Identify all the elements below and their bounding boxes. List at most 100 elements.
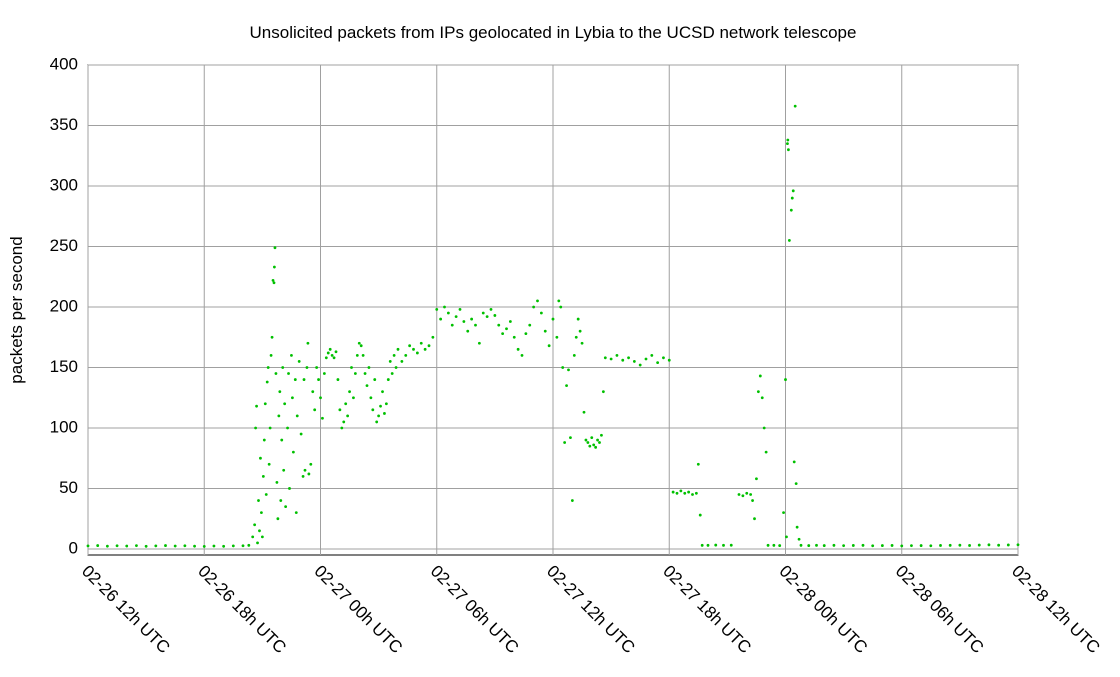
data-point [572,353,576,357]
data-point [291,396,294,400]
data-point [968,544,971,547]
data-point [280,438,284,442]
y-tick-label: 0 [69,538,78,557]
y-tick-label: 250 [50,236,78,255]
data-point [253,523,257,527]
data-point [671,490,675,494]
data-point [247,543,251,547]
data-point [784,378,787,381]
data-point [751,499,754,502]
data-point [851,544,855,547]
data-point [565,384,568,388]
data-point [958,543,962,547]
data-point [594,445,598,449]
data-point [539,311,543,315]
data-point [871,544,875,548]
data-point [580,341,584,345]
data-point [319,396,322,400]
data-point [601,390,605,394]
data-point [675,491,679,495]
x-tick-label: 02-27 00h UTC [311,562,407,658]
data-point [278,390,282,394]
data-point [435,307,439,311]
data-point [512,335,516,339]
data-point [281,366,285,369]
data-point [714,543,718,547]
data-point [861,543,865,547]
data-point [790,196,794,200]
data-point [756,390,760,394]
data-point [900,544,904,548]
x-tick-label: 02-26 12h UTC [78,562,174,658]
data-point [294,511,298,515]
data-point [842,544,846,548]
data-point [288,487,291,490]
data-point [361,353,365,357]
data-point [283,402,287,406]
data-point [621,358,625,362]
data-point [586,441,590,444]
data-point [373,378,377,381]
data-point [919,544,923,547]
data-point [590,436,594,440]
data-point [340,426,344,430]
data-point [609,357,613,361]
data-point [359,344,363,348]
data-point [263,402,267,406]
data-point [722,543,725,547]
data-point [450,323,454,327]
data-point [302,378,306,381]
data-point [307,472,311,476]
x-tick-label: 02-27 12h UTC [543,562,639,658]
y-tick-label: 50 [59,478,78,497]
data-point [745,491,749,495]
data-point [762,426,766,430]
data-point [598,441,601,444]
data-point [275,481,279,484]
data-point [183,544,187,548]
data-point [212,544,216,548]
data-point [251,535,255,539]
data-point [799,543,803,547]
data-point [778,544,782,547]
data-point [125,544,129,548]
data-point [260,535,264,539]
data-point [644,357,648,361]
data-point [258,529,261,533]
data-point [384,402,388,406]
y-tick-label: 200 [50,296,78,315]
data-point [115,544,119,548]
data-point [627,356,630,360]
data-point [987,543,991,547]
data-point [603,356,607,360]
data-point [326,351,330,355]
data-point [427,344,431,348]
data-point [266,366,270,369]
data-point [383,412,386,415]
data-point [321,416,324,420]
data-point [698,513,702,517]
data-point [369,396,373,400]
data-point [277,414,281,418]
data-point [578,329,582,333]
x-tick-label: 02-27 06h UTC [427,562,523,658]
data-point [363,372,367,375]
data-point [687,490,691,494]
data-point [193,544,196,548]
data-point [786,142,789,146]
x-tick-label: 02-28 00h UTC [776,562,872,658]
data-point [638,363,642,367]
data-point [276,517,280,521]
y-tick-label: 100 [50,417,78,436]
data-point [696,462,700,466]
data-point [274,372,278,375]
y-tick-label: 150 [50,357,78,376]
data-point [271,278,275,282]
y-tick-label: 400 [50,54,78,73]
data-point [528,323,532,327]
data-point [948,543,952,547]
data-point [344,402,348,406]
data-point [569,436,572,440]
data-point [737,493,741,496]
